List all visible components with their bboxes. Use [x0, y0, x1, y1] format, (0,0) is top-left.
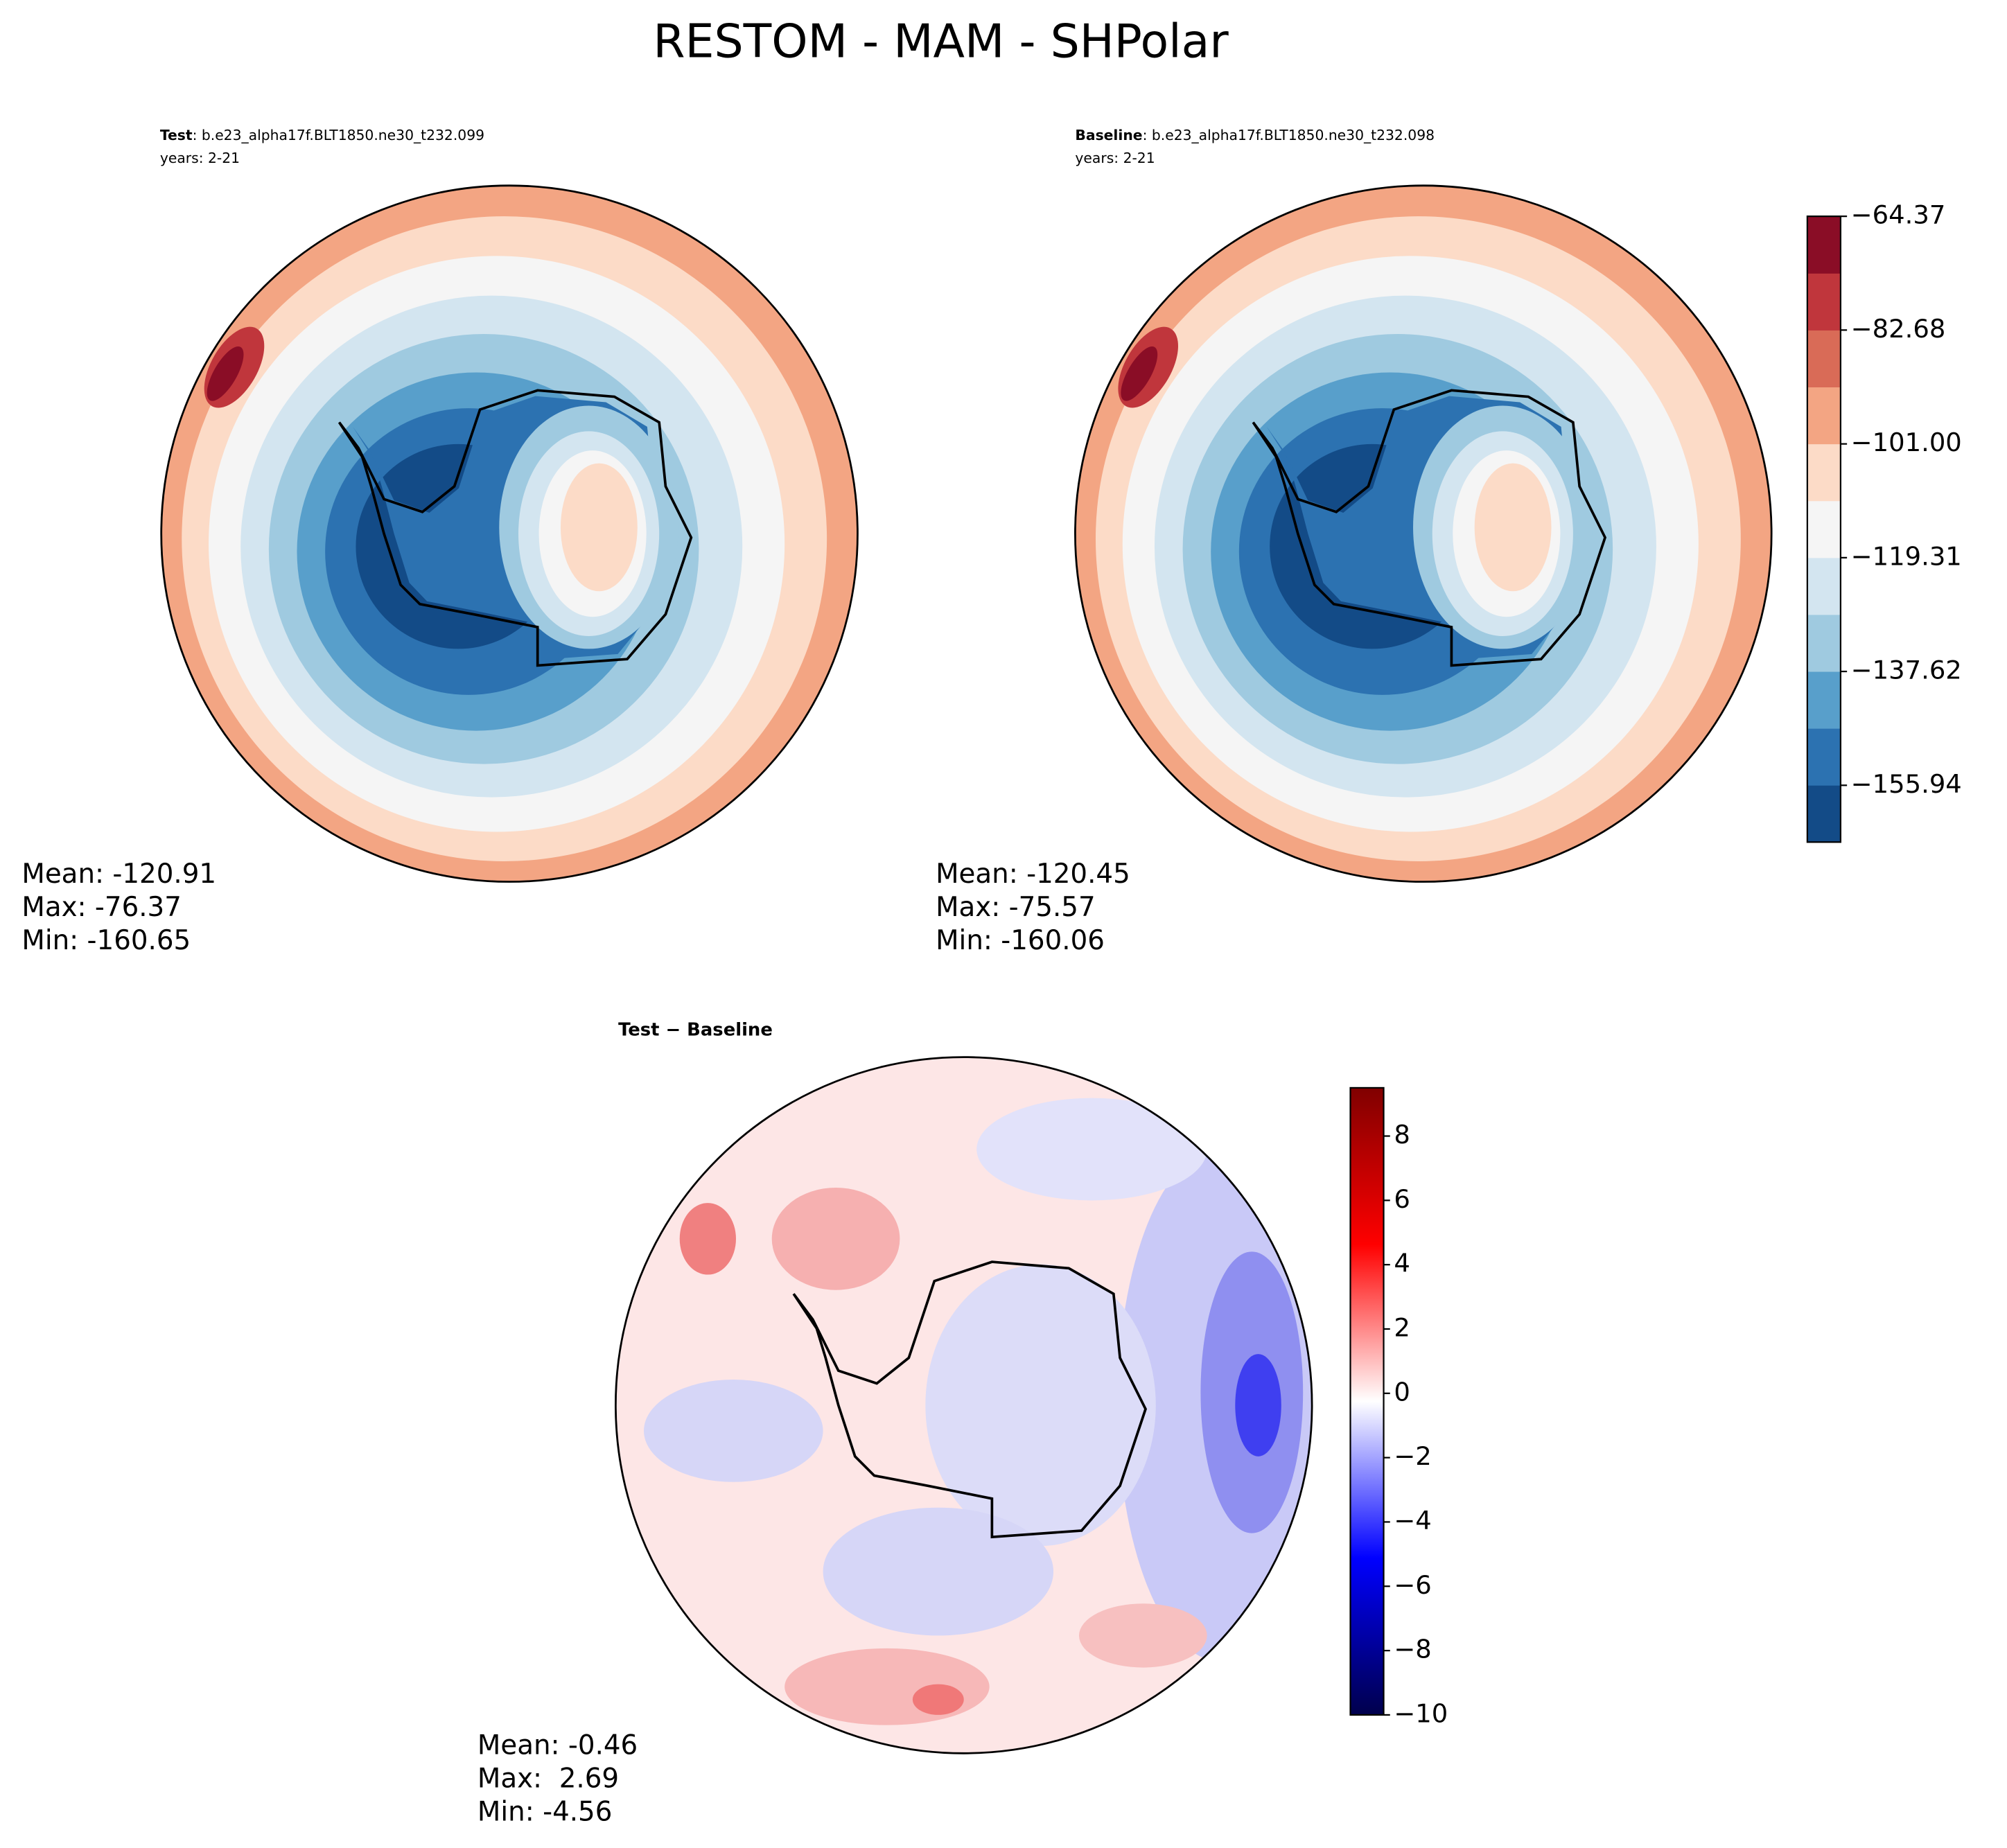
colorbar-frame — [1806, 215, 1842, 843]
contour-band — [644, 1380, 823, 1482]
colorbar-frame — [1349, 1086, 1385, 1716]
colorbar-tick-label: −119.31 — [1851, 541, 1962, 571]
panel-stat: Max: -76.37 — [21, 892, 181, 923]
panel-stat: Min: -4.56 — [477, 1797, 612, 1828]
panel-years: years: 2-21 — [1075, 150, 1155, 166]
contour-band — [912, 1684, 964, 1715]
contour-band — [771, 1187, 900, 1290]
colorbar-tick-label: −4 — [1394, 1506, 1431, 1535]
colorbar-gradient — [1350, 1087, 1384, 1715]
panel-years: years: 2-21 — [160, 150, 240, 166]
colorbar-tick-label: −10 — [1394, 1698, 1448, 1728]
contour-band — [1235, 1354, 1281, 1457]
panel-case: : b.e23_alpha17f.BLT1850.ne30_t232.098 — [1143, 127, 1435, 144]
colorbar-tick-label: −64.37 — [1851, 200, 1946, 230]
figure-title: RESTOM - MAM - SHPolar — [653, 15, 1229, 69]
panel-stat: Min: -160.06 — [936, 925, 1105, 956]
coastline — [792, 1260, 1148, 1539]
contour-band — [785, 1648, 990, 1725]
colorbar-band — [1807, 500, 1841, 558]
colorbar-band — [1807, 443, 1841, 502]
panel-case: : b.e23_alpha17f.BLT1850.ne30_t232.099 — [193, 127, 484, 144]
contour-band — [976, 1098, 1207, 1201]
coastline — [338, 389, 693, 667]
colorbar-band — [1807, 557, 1841, 615]
contour-band — [823, 1507, 1054, 1636]
panel-stat: Max: -75.57 — [936, 892, 1095, 923]
panel-stat: Mean: -120.45 — [936, 859, 1130, 890]
panel-stat: Min: -160.65 — [21, 925, 191, 956]
panel-label: Baseline — [1075, 127, 1142, 143]
map-boundary — [614, 1056, 1313, 1754]
map-boundary — [1074, 184, 1773, 883]
colorbar-band — [1807, 216, 1841, 274]
colorbar-tick-label: −2 — [1394, 1441, 1431, 1471]
colorbar-tick-label: 0 — [1394, 1377, 1410, 1407]
colorbar-tick-label: −8 — [1394, 1635, 1431, 1664]
colorbar-band — [1807, 387, 1841, 445]
colorbar-band — [1807, 728, 1841, 786]
colorbar-tick-label: −155.94 — [1851, 769, 1962, 799]
contour-band — [1474, 463, 1552, 592]
panel-stat: Max: 2.69 — [477, 1763, 619, 1795]
colorbar-tick-label: −6 — [1394, 1570, 1431, 1600]
contour-band — [679, 1203, 736, 1275]
coastline — [1252, 389, 1607, 667]
contour-field — [1075, 185, 1772, 882]
colorbar-band — [1807, 785, 1841, 843]
contour-field — [615, 1057, 1313, 1754]
colorbar-tick-label: 4 — [1394, 1249, 1410, 1278]
panel-title: Baseline: b.e23_alpha17f.BLT1850.ne30_t2… — [1075, 127, 1435, 144]
colorbar-band — [1807, 671, 1841, 729]
panel-stat: Mean: -0.46 — [477, 1730, 638, 1761]
colorbar-tick-label: −137.62 — [1851, 655, 1962, 685]
panel-label: Test — [160, 127, 193, 143]
colorbar-tick-label: 6 — [1394, 1184, 1410, 1214]
colorbar-band — [1807, 273, 1841, 331]
contour-band — [1121, 346, 1158, 401]
map-boundary — [160, 184, 859, 883]
contour-band — [207, 346, 244, 401]
contour-field — [161, 185, 858, 882]
panel-title: Test − Baseline — [618, 1019, 773, 1040]
contour-band — [1078, 1603, 1207, 1668]
colorbar-tick-label: 8 — [1394, 1120, 1410, 1150]
colorbar-tick-label: 2 — [1394, 1312, 1410, 1342]
panel-stat: Mean: -120.91 — [21, 859, 216, 890]
contour-band — [925, 1264, 1156, 1547]
colorbar-tick-label: −101.00 — [1851, 428, 1962, 457]
panel-title: Test: b.e23_alpha17f.BLT1850.ne30_t232.0… — [160, 127, 484, 144]
colorbar-band — [1807, 330, 1841, 388]
contour-band — [560, 463, 638, 592]
colorbar-tick-label: −82.68 — [1851, 314, 1946, 344]
colorbar-band — [1807, 614, 1841, 672]
